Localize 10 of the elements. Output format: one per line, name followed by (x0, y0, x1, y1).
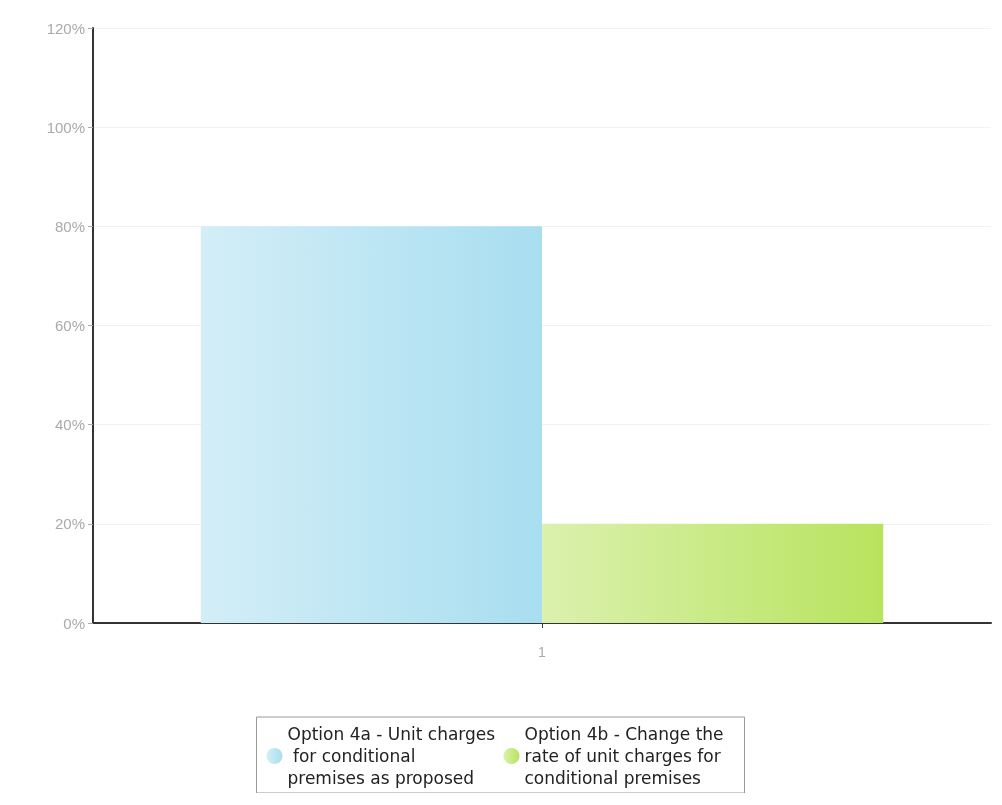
y-tick-label: 80% (54, 217, 85, 235)
legend-label: Option 4a - Unit charges for conditional premises as proposed (287, 724, 496, 788)
legend-label: Option 4b - Change the rate of unit charges for conditional premises (524, 724, 729, 788)
y-tick-label: 40% (54, 416, 85, 434)
x-tick-label: 1 (538, 644, 547, 660)
y-tick-label: 120% (46, 19, 85, 37)
y-tick-label: 0% (63, 614, 85, 632)
y-tick-label: 60% (54, 317, 85, 334)
y-tick-label: 20% (54, 515, 85, 533)
y-tick-label: 100% (46, 118, 85, 136)
